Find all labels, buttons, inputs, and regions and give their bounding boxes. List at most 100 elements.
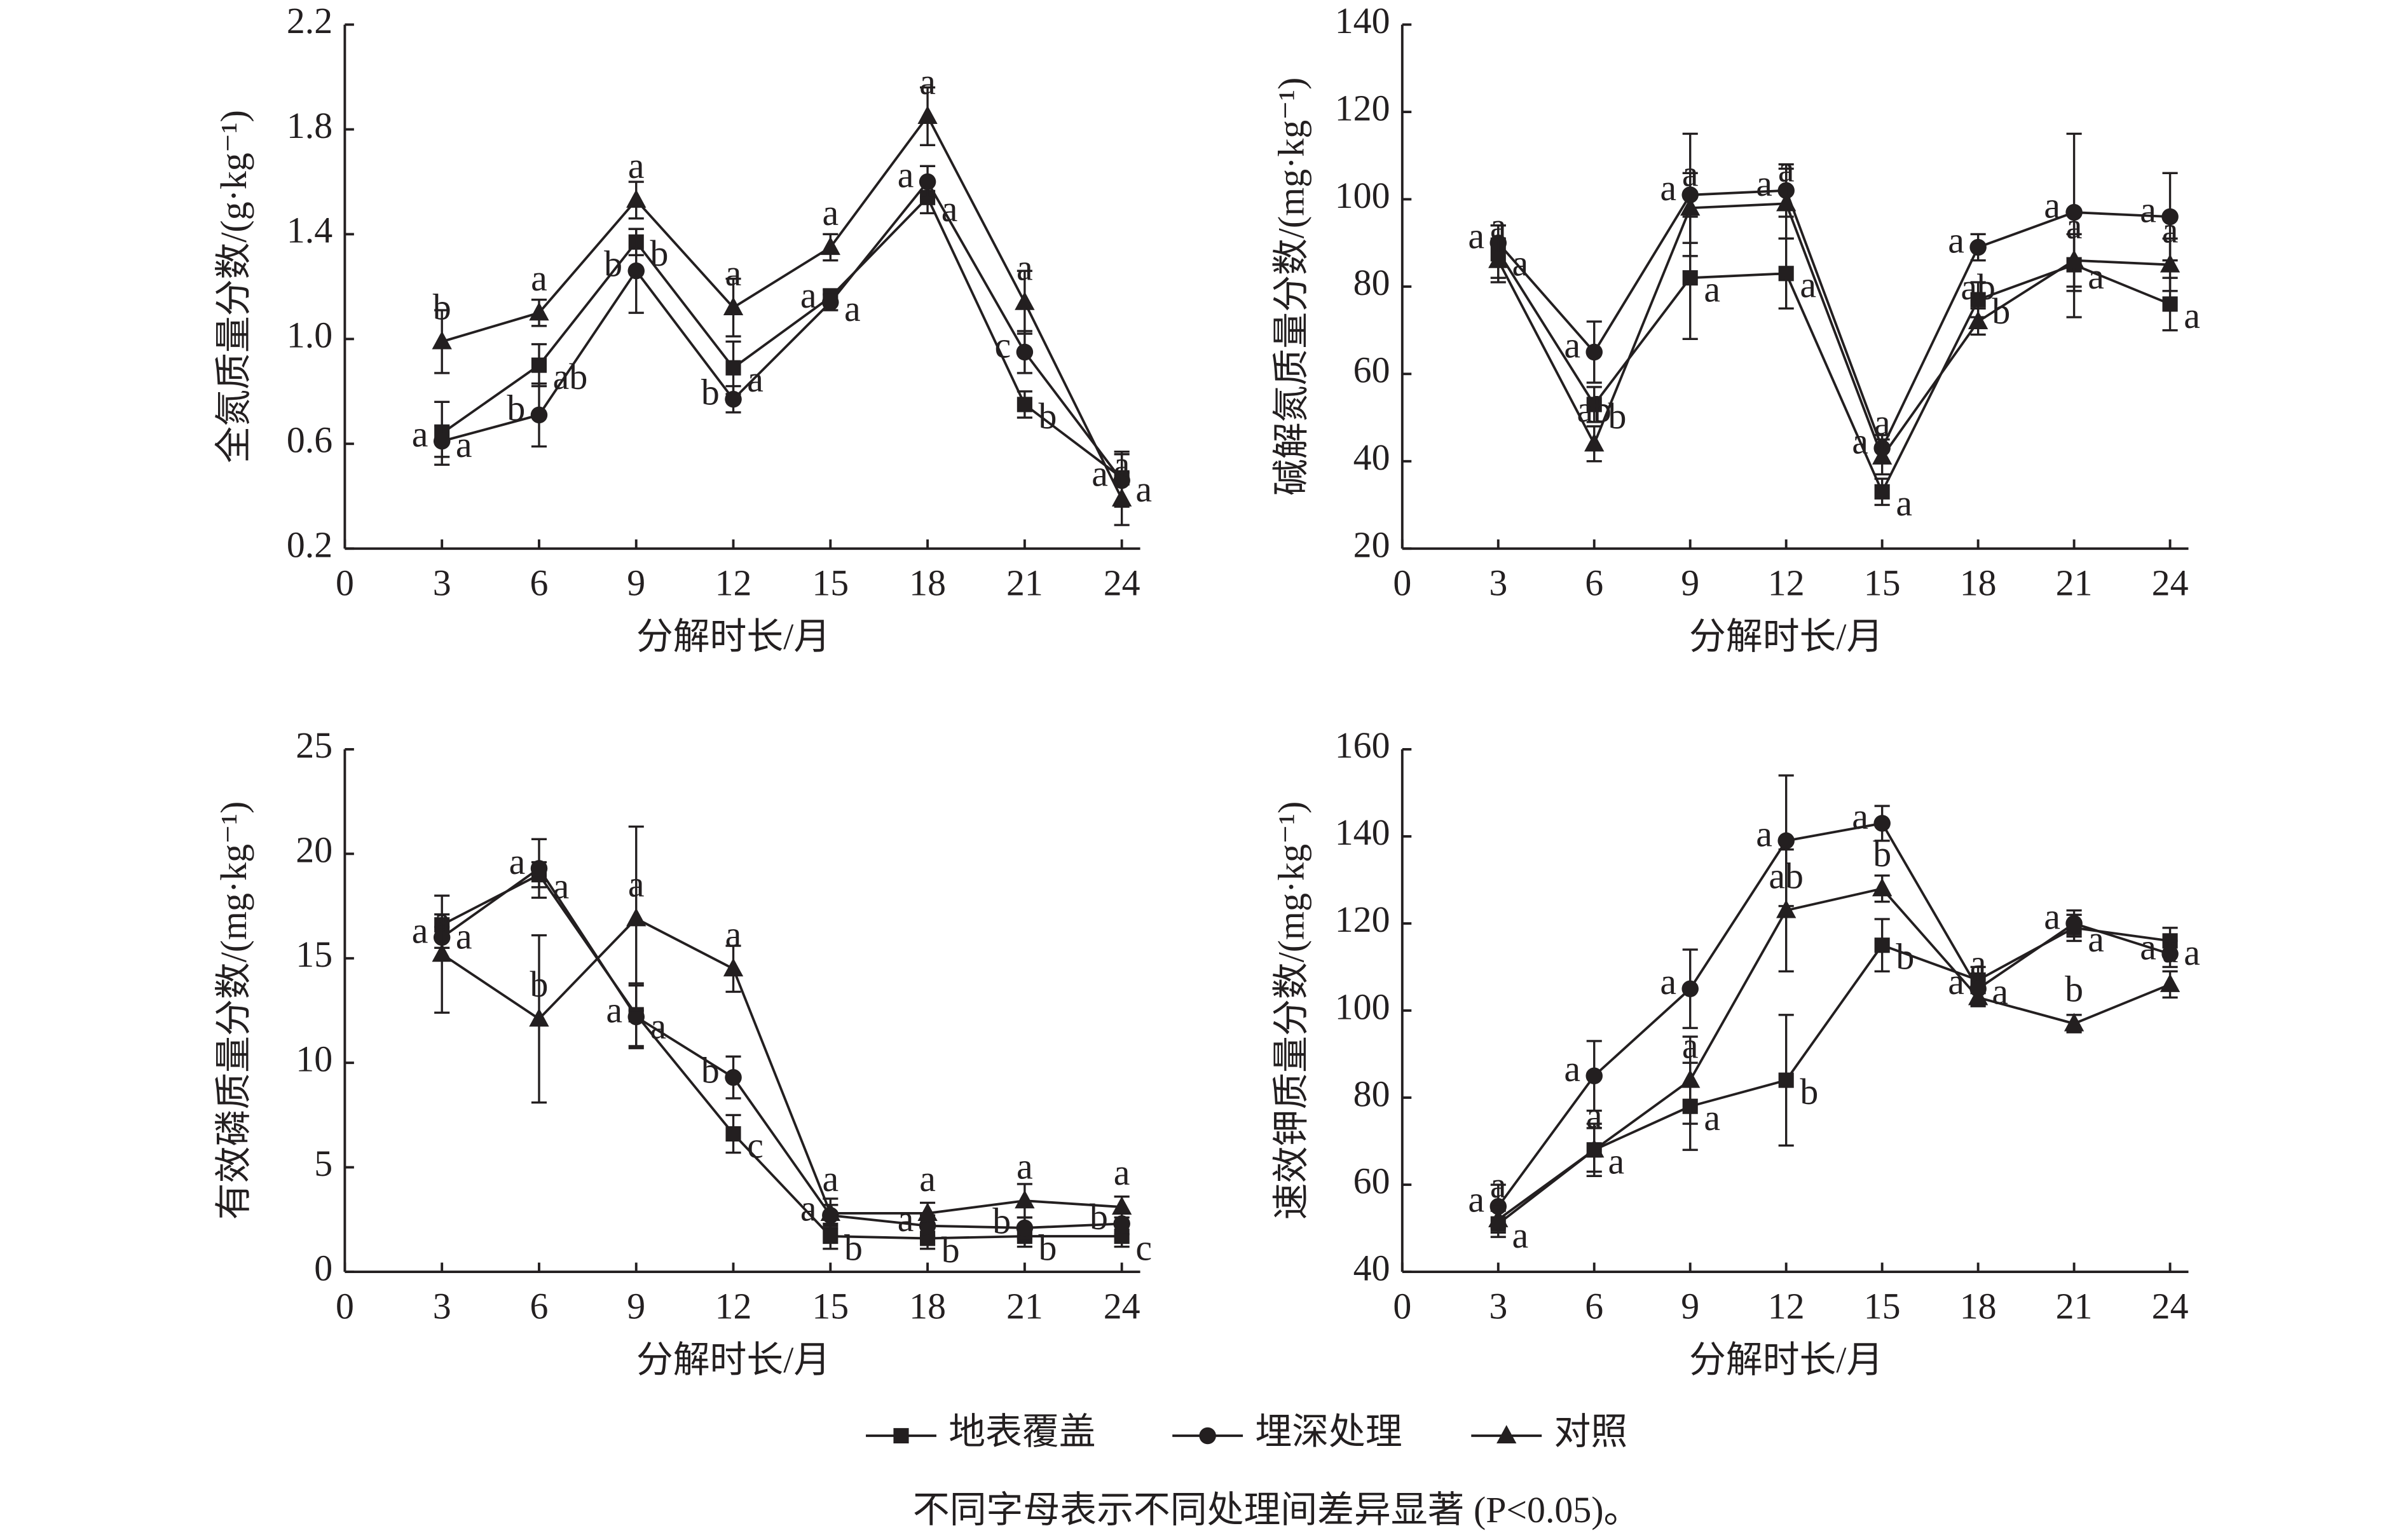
marker-triangle — [1015, 291, 1035, 310]
x-axis-label: 分解时长/月 — [1689, 1339, 1883, 1380]
marker-triangle — [1584, 1139, 1605, 1158]
marker-triangle — [723, 297, 744, 315]
significance-letter: a — [1852, 421, 1868, 462]
marker-triangle — [1584, 433, 1605, 452]
marker-triangle — [820, 1203, 840, 1221]
y-axis-label: 有效磷质量分数/(mg·kg⁻¹) — [213, 801, 254, 1220]
significance-letter: b — [701, 1050, 720, 1091]
marker-triangle — [917, 106, 938, 125]
significance-letter: a — [800, 275, 817, 316]
marker-triangle — [432, 330, 452, 350]
significance-letter: b — [604, 243, 622, 285]
x-tick-label: 6 — [1585, 1286, 1603, 1327]
x-tick-label: 18 — [1960, 1286, 1997, 1327]
significance-letter: a — [898, 1198, 914, 1239]
significance-letter: a — [2044, 896, 2060, 937]
y-tick-label: 1.0 — [287, 315, 332, 356]
significance-letter: a — [1800, 264, 1816, 306]
y-tick-label: 40 — [1353, 437, 1390, 478]
x-tick-label: 15 — [812, 562, 849, 604]
legend-label: 地表覆盖 — [948, 1411, 1095, 1452]
marker-circle — [1873, 815, 1891, 832]
x-tick-label: 24 — [1104, 562, 1140, 604]
legend-label: 埋深处理 — [1255, 1411, 1402, 1452]
series-line — [1497, 250, 2171, 495]
significance-letter: b — [941, 1229, 960, 1271]
significance-letter: a — [822, 192, 839, 233]
y-tick-label: 100 — [1335, 986, 1390, 1027]
significance-letter: a — [1135, 468, 1152, 510]
x-tick-label: 24 — [1104, 1286, 1140, 1327]
marker-triangle — [1968, 311, 1989, 329]
marker-circle — [2161, 208, 2179, 226]
marker-triangle — [626, 908, 647, 927]
series-line — [441, 917, 1122, 1215]
marker-square — [1778, 1072, 1794, 1088]
marker-square — [531, 357, 547, 373]
marker-circle — [433, 432, 451, 450]
marker-circle — [1113, 1215, 1130, 1232]
y-tick-label: 0.6 — [287, 419, 332, 461]
significance-letter: a — [434, 899, 450, 940]
x-tick-label: 9 — [627, 1286, 645, 1327]
legend-marker — [1496, 1425, 1517, 1444]
significance-letter: b — [844, 1227, 863, 1268]
series-line — [1497, 926, 2170, 1225]
marker-triangle — [1111, 1196, 1132, 1215]
significance-letter: a — [1704, 269, 1720, 310]
significance-letter: a — [919, 1158, 936, 1199]
legend-marker — [893, 1428, 909, 1444]
significance-letter: a — [1778, 148, 1795, 189]
marker-triangle — [1776, 899, 1797, 918]
significance-letter: a — [2066, 205, 2083, 247]
significance-letter: a — [456, 424, 472, 465]
x-tick-label: 18 — [909, 1286, 946, 1327]
marker-circle — [1777, 832, 1795, 850]
significance-letter: b — [1090, 1196, 1108, 1237]
x-tick-label: 9 — [1681, 562, 1699, 604]
significance-letter: a — [800, 1188, 817, 1229]
significance-letter: c — [1135, 1227, 1152, 1268]
marker-triangle — [1488, 249, 1509, 268]
significance-letter: a — [1490, 205, 1507, 247]
significance-letter: a — [1852, 796, 1868, 837]
footnote: 不同字母表示不同处理间差异显著 (P<0.05)。 — [913, 1489, 1641, 1530]
significance-letter: a — [2140, 189, 2156, 230]
x-tick-label: 3 — [433, 1286, 451, 1327]
y-tick-label: 140 — [1335, 812, 1390, 853]
marker-square — [2162, 296, 2178, 312]
x-tick-label: 21 — [2056, 1286, 2093, 1327]
marker-triangle — [1015, 1190, 1035, 1209]
y-tick-label: 80 — [1353, 1073, 1390, 1114]
marker-circle — [627, 1008, 645, 1026]
marker-circle — [627, 262, 645, 280]
marker-triangle — [1872, 446, 1893, 465]
marker-circle — [919, 1217, 936, 1234]
y-tick-label: 100 — [1335, 175, 1390, 216]
marker-triangle — [1872, 878, 1893, 897]
marker-triangle — [1968, 986, 1989, 1005]
significance-letter: a — [1660, 961, 1676, 1002]
x-tick-label: 6 — [530, 1286, 549, 1327]
significance-letter: a — [2162, 210, 2179, 251]
significance-letter: a — [2140, 926, 2156, 967]
marker-triangle — [917, 1203, 938, 1221]
x-tick-label: 21 — [1006, 562, 1043, 604]
series-line — [1497, 189, 2170, 452]
y-tick-label: 0.2 — [287, 524, 332, 565]
y-tick-label: 20 — [1353, 524, 1390, 565]
significance-letter: a — [1490, 1164, 1507, 1206]
marker-circle — [725, 1068, 742, 1086]
y-tick-label: 60 — [1353, 350, 1390, 391]
significance-letter: c — [747, 1124, 763, 1166]
x-tick-label: 15 — [1864, 1286, 1901, 1327]
x-axis-label: 分解时长/月 — [636, 616, 830, 657]
series-line — [441, 873, 1122, 1240]
x-axis-label: 分解时长/月 — [636, 1339, 830, 1380]
x-tick-label: 0 — [1393, 562, 1411, 604]
significance-letter: a — [1896, 482, 1912, 524]
significance-letter: c — [994, 324, 1011, 365]
marker-square — [1778, 266, 1794, 282]
significance-letter: a — [1468, 1179, 1484, 1220]
